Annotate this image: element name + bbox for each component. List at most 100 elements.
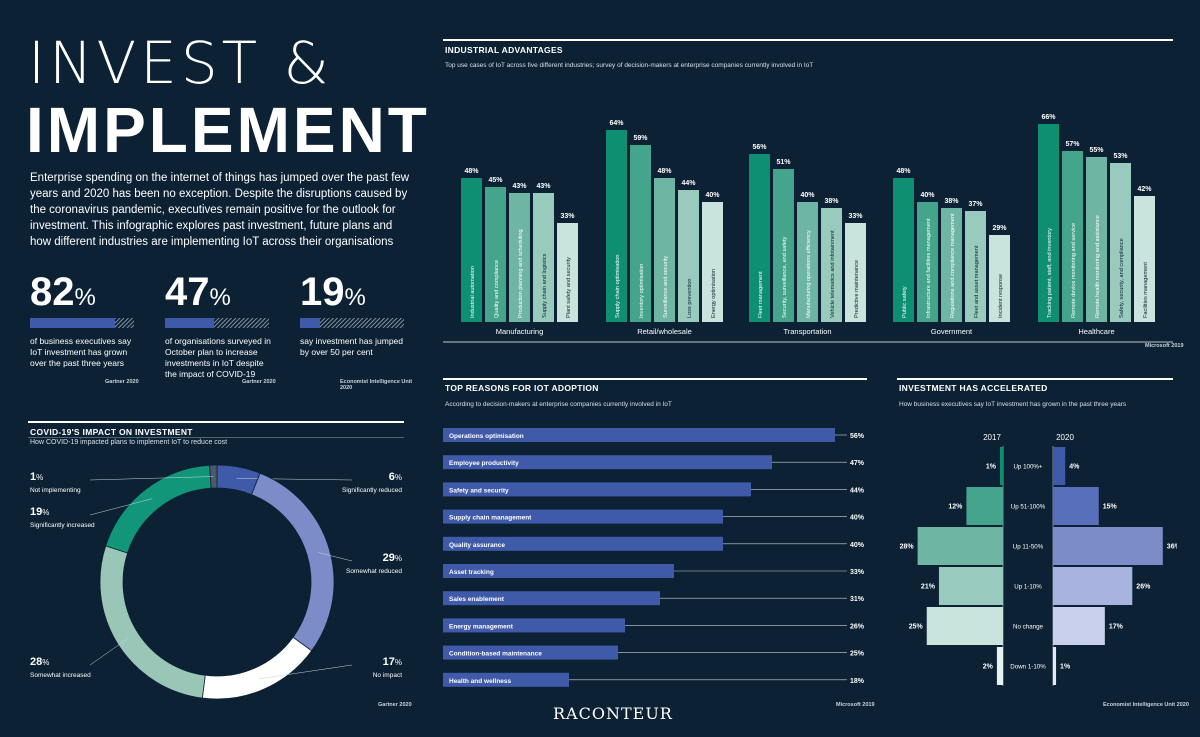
- industrial-bar-rect: [965, 211, 986, 322]
- accel-category-label: Up 1-10%: [1014, 584, 1042, 591]
- industrial-bar: 40% Infrastructure and facilities managem…: [917, 192, 938, 322]
- industrial-bar-rect: [1038, 124, 1059, 322]
- covid-slice-value: 17%: [383, 656, 402, 668]
- accelerated-title: INVESTMENT HAS ACCELERATED: [899, 383, 1048, 393]
- covid-slice-value: 28%: [30, 656, 49, 668]
- adoption-title: TOP REASONS FOR IOT ADOPTION: [445, 383, 599, 393]
- industrial-bar-rect: [485, 187, 506, 322]
- covid-slice-value: 29%: [383, 552, 402, 564]
- covid-leader: [89, 638, 129, 666]
- adoption-bar-rect: [443, 455, 772, 470]
- industrial-bar-value: 51%: [776, 159, 791, 166]
- accelerated-chart: 2017 2020 1% 4% Up 100%+ 12% 15% Up 51-100% 28% 3…: [900, 433, 1177, 686]
- adoption-bar-value: 56%: [850, 433, 865, 440]
- adoption-bar: Asset tracking 33%: [443, 564, 865, 578]
- industrial-bar-label: Fleet and asset management: [974, 245, 980, 318]
- industrial-bar-rect: [509, 193, 530, 322]
- adoption-bar-label: Quality assurance: [449, 542, 505, 549]
- covid-leader: [318, 552, 353, 562]
- industrial-bar-label: Vehicle telematics and infotainment: [830, 230, 836, 318]
- industrial-rule: [443, 39, 1173, 41]
- accel-value-2020: 1%: [1060, 664, 1071, 671]
- industrial-bar: 59% Inventory optimisation: [630, 135, 651, 322]
- adoption-bar-rect: [443, 482, 751, 497]
- stat-source-1: Gartner 2020: [105, 379, 139, 385]
- industrial-bar-rect: [1134, 196, 1155, 322]
- industrial-subtitle: Top use cases of IoT across five differe…: [445, 62, 814, 69]
- industrial-bar-value: 40%: [705, 192, 720, 199]
- accel-category-label: Up 51-100%: [1011, 504, 1046, 511]
- industrial-bar-value: 59%: [633, 135, 648, 142]
- industrial-bar: 38% Vehicle telematics and infotainment: [821, 198, 842, 322]
- industrial-bar-value: 57%: [1065, 141, 1080, 148]
- adoption-bar-rect: [443, 509, 723, 524]
- industrial-bar-value: 48%: [896, 168, 911, 175]
- industrial-bar-rect: [917, 202, 938, 322]
- stat-bar-remainder: [320, 318, 404, 328]
- accel-row: 1% 4% Up 100%+: [986, 447, 1080, 485]
- covid-slice-label: No impact: [373, 672, 402, 679]
- accel-row: 21% 26% Up 1-10%: [921, 567, 1151, 605]
- industrial-bar-label: Facilities management: [1143, 262, 1149, 318]
- covid-leader: [89, 498, 153, 516]
- industrial-bar-rect: [1110, 163, 1131, 322]
- industrial-bar: 43% Production planning and scheduling: [509, 183, 530, 322]
- covid-leader: [236, 478, 353, 481]
- adoption-bar: Energy management 26%: [443, 618, 865, 633]
- accel-category-label: Up 100%+: [1013, 464, 1042, 471]
- adoption-bar: Safety and security 44%: [443, 482, 865, 497]
- accelerated-subtitle: How business executives say IoT investme…: [899, 401, 1127, 408]
- industrial-bar-label: Inventory optimisation: [639, 264, 645, 318]
- industrial-bar-label: Manufacturing operations efficiency: [806, 230, 812, 318]
- accel-bar-2020: [1053, 527, 1163, 565]
- adoption-bar-rect: [443, 645, 618, 660]
- adoption-chart: Operations optimisation 56% Employee produ…: [443, 428, 865, 687]
- industrial-bar: 40% Energy optimisation: [702, 192, 723, 322]
- covid-slice-label: Significantly reduced: [342, 487, 402, 494]
- industrial-bar-label: Industrial automation: [470, 266, 476, 318]
- adoption-bar: Health and wellness 18%: [443, 672, 865, 687]
- industrial-bar-label: Remote device monitoring and service: [1071, 223, 1077, 318]
- adoption-bar: Sales enablement 31%: [443, 591, 865, 606]
- industrial-bar: 48% Public safety: [893, 168, 914, 322]
- industrial-bar-value: 56%: [752, 144, 767, 151]
- covid-slice-arc: [105, 464, 212, 554]
- accel-bar-2017: [966, 487, 1003, 525]
- adoption-bar-rect: [443, 618, 625, 633]
- stat-bar: [30, 318, 134, 328]
- industrial-bar-label: Incident response: [998, 274, 1004, 318]
- covid-slice-value: 6%: [389, 471, 402, 483]
- covid-slice: 28% Somewhat increased: [30, 545, 206, 699]
- industrial-bar-value: 48%: [657, 168, 672, 175]
- adoption-bar-rect: [443, 564, 674, 578]
- stat-bar-remainder: [115, 318, 134, 328]
- stat-bar-fill: [30, 318, 115, 328]
- accel-bar-2020: [1053, 607, 1105, 645]
- accel-value-2017: 28%: [900, 544, 915, 551]
- adoption-subtitle: According to decision-makers at enterpri…: [445, 401, 672, 408]
- industrial-bar: 40% Manufacturing operations efficiency: [797, 192, 818, 322]
- industrial-bar-value: 53%: [1113, 153, 1128, 160]
- covid-slice: 19% Significantly increased: [30, 464, 212, 554]
- stat-card-2: 47% of organisations surveyed in October…: [165, 272, 295, 380]
- industrial-bar-rect: [630, 145, 651, 322]
- industrial-bar-rect: [845, 223, 866, 322]
- industrial-bar-rect: [749, 154, 770, 322]
- industrial-group-label: Retail/wholesale: [637, 327, 692, 336]
- industrial-bar: 66% Tracking patient, staff, and inventor…: [1038, 114, 1059, 322]
- adoption-bar-value: 26%: [850, 623, 865, 630]
- industrial-bar-rect: [702, 202, 723, 322]
- industrial-bar-label: Surveillance and security: [663, 256, 669, 318]
- stat-text: of business executives say IoT investmen…: [30, 336, 132, 368]
- accel-row: 25% 17% No change: [909, 607, 1124, 645]
- accel-bar-2017: [917, 527, 1003, 565]
- industrial-bar-rect: [557, 223, 578, 322]
- industrial-bar-label: Energy optimisation: [711, 269, 717, 318]
- accel-bar-2020: [1053, 567, 1133, 605]
- adoption-bar-label: Energy management: [449, 623, 514, 630]
- industrial-bar-value: 43%: [512, 183, 527, 190]
- adoption-bar: Supply chain management 40%: [443, 509, 865, 524]
- adoption-bar-value: 44%: [850, 487, 865, 494]
- accel-value-2017: 25%: [909, 624, 924, 631]
- industrial-bar-rect: [1086, 157, 1107, 322]
